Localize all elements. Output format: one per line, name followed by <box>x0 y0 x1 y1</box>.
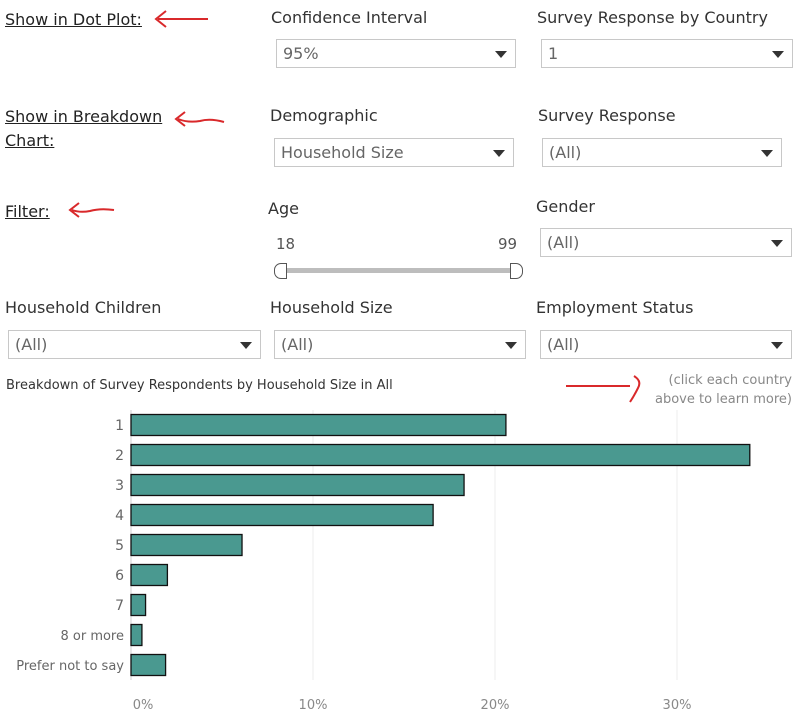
household-children-value: (All) <box>15 335 48 354</box>
x-tick-label: 0% <box>133 698 154 713</box>
click-hint-line-1: (click each country <box>668 373 792 388</box>
chevron-down-icon[interactable] <box>487 40 515 67</box>
red-arrow-icon <box>154 10 208 28</box>
chevron-down-icon[interactable] <box>763 331 791 358</box>
demographic-dropdown[interactable]: Household Size <box>274 138 514 167</box>
employment-status-value: (All) <box>547 335 580 354</box>
category-label: 1 <box>115 418 124 434</box>
filter-section-label: Filter: <box>5 202 50 221</box>
survey-response-by-country-label: Survey Response by Country <box>537 8 768 27</box>
x-tick-label: 10% <box>299 698 328 713</box>
x-tick-label: 20% <box>481 698 510 713</box>
bar <box>130 623 143 647</box>
category-label: 2 <box>115 448 124 464</box>
chart-title: Breakdown of Survey Respondents by House… <box>6 378 393 393</box>
dot-plot-section-label: Show in Dot Plot: <box>5 10 142 29</box>
age-label: Age <box>268 199 299 218</box>
category-label: 5 <box>115 538 124 554</box>
household-size-label: Household Size <box>270 298 393 317</box>
household-children-label: Household Children <box>5 298 162 317</box>
x-tick-label: 30% <box>663 698 692 713</box>
bar <box>130 503 434 527</box>
gender-dropdown[interactable]: (All) <box>540 228 792 257</box>
red-arrow-icon <box>566 375 641 403</box>
red-arrow-icon <box>174 111 225 127</box>
category-label: 4 <box>115 508 124 524</box>
demographic-value: Household Size <box>281 143 404 162</box>
confidence-interval-label: Confidence Interval <box>271 8 428 27</box>
chevron-down-icon[interactable] <box>485 139 513 166</box>
bar <box>130 533 243 557</box>
category-label: 7 <box>115 598 124 614</box>
household-size-bar-chart: 1 2 3 4 5 6 7 8 or more Prefer not to say 0% 10% 20… <box>16 410 751 713</box>
category-label: Prefer not to say <box>16 659 124 674</box>
slider-track[interactable] <box>282 268 514 273</box>
household-size-value: (All) <box>281 335 314 354</box>
category-label: 3 <box>115 478 124 494</box>
chevron-down-icon[interactable] <box>753 139 781 166</box>
survey-response-label: Survey Response <box>538 106 676 125</box>
bar <box>130 413 507 437</box>
slider-max-handle[interactable] <box>510 263 523 279</box>
red-arrow-icon <box>68 202 115 218</box>
chevron-down-icon[interactable] <box>497 331 525 358</box>
bar <box>130 593 147 617</box>
bar <box>130 563 169 587</box>
age-min-value: 18 <box>276 235 296 253</box>
click-hint-line-2: above to learn more) <box>655 392 792 407</box>
survey-response-by-country-dropdown[interactable]: 1 <box>541 39 793 68</box>
employment-status-label: Employment Status <box>536 298 694 317</box>
demographic-label: Demographic <box>270 106 378 125</box>
household-size-dropdown[interactable]: (All) <box>274 330 526 359</box>
age-range-slider[interactable] <box>274 263 524 279</box>
bar <box>130 653 167 677</box>
employment-status-dropdown[interactable]: (All) <box>540 330 792 359</box>
slider-min-handle[interactable] <box>274 263 287 279</box>
survey-response-dropdown[interactable]: (All) <box>542 138 782 167</box>
gender-value: (All) <box>547 233 580 252</box>
household-children-dropdown[interactable]: (All) <box>8 330 261 359</box>
click-hint: (click each country above to learn more) <box>655 371 792 409</box>
chevron-down-icon[interactable] <box>764 40 792 67</box>
chevron-down-icon[interactable] <box>763 229 791 256</box>
confidence-interval-value: 95% <box>283 44 319 63</box>
confidence-interval-dropdown[interactable]: 95% <box>276 39 516 68</box>
survey-response-by-country-value: 1 <box>548 44 559 63</box>
bar <box>130 443 751 467</box>
gender-label: Gender <box>536 197 595 216</box>
survey-response-value: (All) <box>549 143 582 162</box>
category-label: 6 <box>115 568 124 584</box>
chevron-down-icon[interactable] <box>232 331 260 358</box>
bar <box>130 473 465 497</box>
age-max-value: 99 <box>498 235 518 253</box>
breakdown-section-label: Show in Breakdown Chart: <box>5 107 163 150</box>
category-label: 8 or more <box>60 629 124 644</box>
